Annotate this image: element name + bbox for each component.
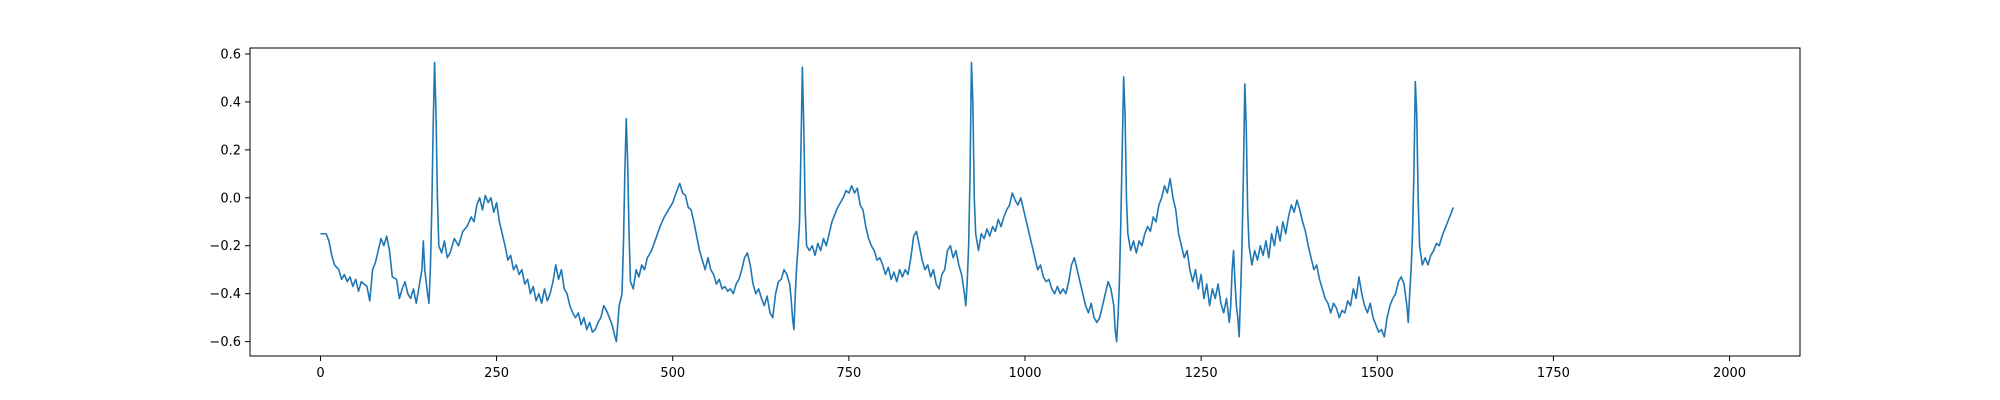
y-tick-label: −0.4: [209, 287, 241, 302]
y-tick-label: 0.0: [220, 191, 241, 206]
y-axis: −0.6 −0.4 −0.2 0.0 0.2 0.4 0.6: [209, 47, 250, 350]
y-tick-label: 0.6: [220, 47, 241, 62]
x-tick-label: 1250: [1185, 366, 1218, 381]
x-tick-label: 250: [484, 366, 509, 381]
y-tick-label: 0.4: [220, 95, 241, 110]
x-tick-label: 1000: [1008, 366, 1041, 381]
x-tick-label: 0: [316, 366, 324, 381]
x-tick-label: 750: [836, 366, 861, 381]
x-tick-label: 2000: [1713, 366, 1746, 381]
series-line: [320, 61, 1455, 343]
x-axis: 0 250 500 750 1000 1250 1500 1750 2000: [316, 356, 1746, 381]
x-tick-label: 500: [660, 366, 685, 381]
plot-frame: [249, 47, 1801, 357]
y-tick-label: −0.6: [209, 335, 241, 350]
plot-area: [250, 48, 1800, 356]
x-tick-label: 1500: [1361, 366, 1394, 381]
y-tick-label: −0.2: [209, 239, 241, 254]
y-tick-label: 0.2: [220, 143, 241, 158]
x-tick-label: 1750: [1537, 366, 1570, 381]
